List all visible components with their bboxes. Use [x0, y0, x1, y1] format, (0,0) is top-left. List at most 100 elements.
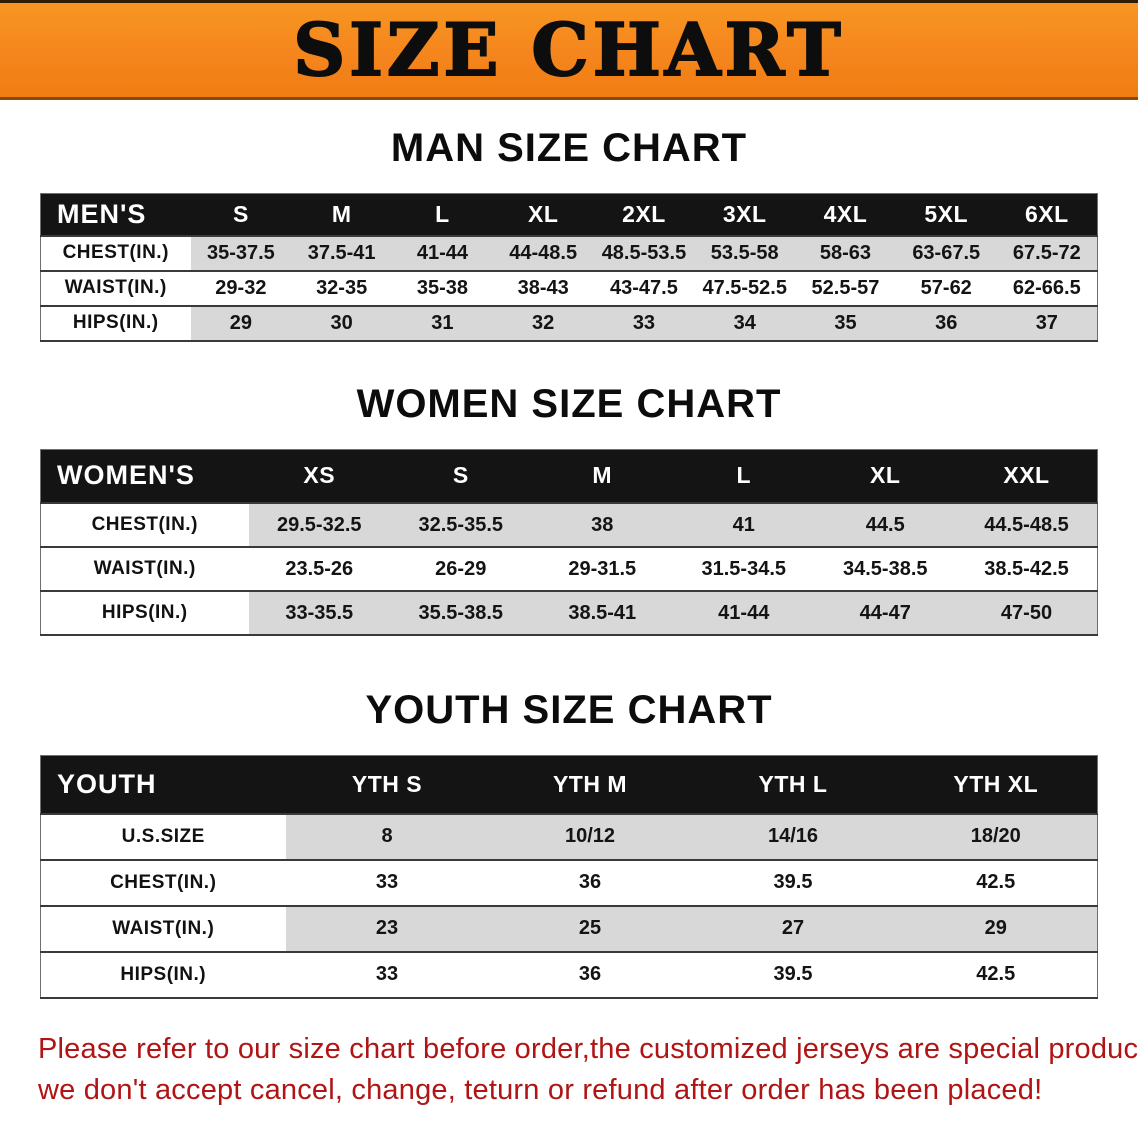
youth-table-wrap: YOUTH YTH S YTH M YTH L YTH XL U.S.SIZE 8 10/12… [0, 755, 1138, 999]
table-row: U.S.SIZE 8 10/12 14/16 18/20 [40, 813, 1098, 860]
row-label: HIPS(IN.) [40, 591, 249, 635]
row-label: WAIST(IN.) [40, 547, 249, 591]
size-value-cell: 33 [285, 859, 489, 906]
size-value-cell: 14/16 [691, 813, 895, 860]
size-value-cell: 44-48.5 [492, 235, 594, 271]
table-header-row: MEN'S S M L XL 2XL 3XL 4XL 5XL 6XL [40, 193, 1098, 236]
size-value-cell: 23 [285, 905, 489, 952]
size-value-cell: 63-67.5 [895, 235, 997, 271]
size-value-cell: 42.5 [894, 859, 1098, 906]
table-corner-label: YOUTH [40, 755, 286, 814]
size-value-cell: 26-29 [390, 547, 532, 591]
size-value-cell: 18/20 [894, 813, 1098, 860]
size-chart-banner: SIZE CHART [0, 0, 1138, 100]
table-row: CHEST(IN.) 33 36 39.5 42.5 [40, 859, 1098, 906]
size-value-cell: 8 [285, 813, 489, 860]
size-column-header: S [390, 449, 532, 503]
size-column-header: YTH M [488, 755, 692, 814]
size-value-cell: 58-63 [795, 235, 896, 271]
table-row: WAIST(IN.) 23 25 27 29 [40, 905, 1098, 952]
size-value-cell: 47.5-52.5 [694, 270, 796, 306]
size-column-header: 5XL [895, 193, 997, 236]
table-row: CHEST(IN.) 35-37.5 37.5-41 41-44 44-48.5 48.5… [40, 235, 1098, 271]
row-label: CHEST(IN.) [40, 235, 191, 271]
size-value-cell: 41-44 [392, 235, 493, 271]
size-column-header: XS [248, 449, 390, 503]
size-value-cell: 29-32 [190, 270, 292, 306]
size-value-cell: 33 [593, 305, 695, 341]
size-value-cell: 53.5-58 [694, 235, 796, 271]
men-section-title: MAN SIZE CHART [390, 126, 748, 170]
size-value-cell: 10/12 [488, 813, 692, 860]
size-value-cell: 38-43 [492, 270, 594, 306]
size-value-cell: 35.5-38.5 [390, 591, 532, 635]
size-value-cell: 29 [894, 905, 1098, 952]
table-row: WAIST(IN.) 29-32 32-35 35-38 38-43 43-47.5 47.… [40, 270, 1098, 306]
size-column-header: XL [492, 193, 594, 236]
size-value-cell: 36 [895, 305, 997, 341]
youth-section-title: YOUTH SIZE CHART [365, 688, 773, 732]
men-size-table: MEN'S S M L XL 2XL 3XL 4XL 5XL 6XL CHEST(IN.) 35-37… [40, 193, 1098, 342]
size-column-header: 6XL [996, 193, 1098, 236]
table-row: HIPS(IN.) 33 36 39.5 42.5 [40, 951, 1098, 998]
size-value-cell: 31 [392, 305, 493, 341]
size-column-header: 3XL [694, 193, 796, 236]
size-value-cell: 39.5 [691, 951, 895, 998]
row-label: WAIST(IN.) [40, 905, 286, 952]
size-value-cell: 42.5 [894, 951, 1098, 998]
size-column-header: YTH S [285, 755, 489, 814]
size-value-cell: 25 [488, 905, 692, 952]
size-column-header: M [531, 449, 673, 503]
women-section-title: WOMEN SIZE CHART [356, 381, 782, 426]
men-table-wrap: MEN'S S M L XL 2XL 3XL 4XL 5XL 6XL CHEST(IN.) 35-37… [0, 193, 1138, 342]
size-value-cell: 36 [488, 951, 692, 998]
size-value-cell: 32 [492, 305, 594, 341]
size-value-cell: 30 [291, 305, 393, 341]
size-value-cell: 38.5-42.5 [956, 547, 1098, 591]
size-column-header: L [392, 193, 493, 236]
size-value-cell: 44.5 [814, 503, 956, 547]
notice-line-1: Please refer to our size chart before or… [38, 1032, 1138, 1065]
size-value-cell: 34.5-38.5 [814, 547, 956, 591]
size-column-header: YTH XL [894, 755, 1098, 814]
size-value-cell: 23.5-26 [248, 547, 390, 591]
size-column-header: XL [814, 449, 956, 503]
men-size-section: MAN SIZE CHART MEN'S S M L XL 2XL 3XL 4XL 5XL 6XL… [0, 126, 1138, 342]
size-value-cell: 43-47.5 [593, 270, 695, 306]
table-row: HIPS(IN.) 33-35.5 35.5-38.5 38.5-41 41-44 44-… [40, 591, 1098, 635]
size-column-header: L [673, 449, 815, 503]
size-value-cell: 57-62 [895, 270, 997, 306]
size-value-cell: 31.5-34.5 [673, 547, 815, 591]
row-label: CHEST(IN.) [40, 503, 249, 547]
women-size-section: WOMEN SIZE CHART WOMEN'S XS S M L XL XXL CHEST(… [0, 381, 1138, 636]
size-value-cell: 39.5 [691, 859, 895, 906]
table-row: HIPS(IN.) 29 30 31 32 33 34 35 36 37 [40, 305, 1098, 341]
size-value-cell: 38.5-41 [531, 591, 673, 635]
table-header-row: YOUTH YTH S YTH M YTH L YTH XL [40, 755, 1098, 814]
size-value-cell: 37.5-41 [291, 235, 393, 271]
size-column-header: 2XL [593, 193, 695, 236]
size-value-cell: 44-47 [814, 591, 956, 635]
size-value-cell: 34 [694, 305, 796, 341]
size-value-cell: 67.5-72 [996, 235, 1098, 271]
page-title: SIZE CHART [292, 7, 845, 92]
size-value-cell: 62-66.5 [996, 270, 1098, 306]
table-corner-label: MEN'S [40, 193, 191, 236]
size-column-header: XXL [956, 449, 1098, 503]
size-value-cell: 32.5-35.5 [390, 503, 532, 547]
size-value-cell: 35-37.5 [190, 235, 292, 271]
size-value-cell: 41 [673, 503, 815, 547]
size-value-cell: 27 [691, 905, 895, 952]
size-value-cell: 37 [996, 305, 1098, 341]
row-label: CHEST(IN.) [40, 859, 286, 906]
table-header-row: WOMEN'S XS S M L XL XXL [40, 449, 1098, 503]
size-column-header: M [291, 193, 393, 236]
size-value-cell: 33 [285, 951, 489, 998]
size-value-cell: 29-31.5 [531, 547, 673, 591]
size-value-cell: 35 [795, 305, 896, 341]
row-label: HIPS(IN.) [40, 305, 191, 341]
women-table-wrap: WOMEN'S XS S M L XL XXL CHEST(IN.) 29.5-32.5 32.5… [0, 448, 1138, 636]
row-label: WAIST(IN.) [40, 270, 191, 306]
size-value-cell: 52.5-57 [795, 270, 896, 306]
